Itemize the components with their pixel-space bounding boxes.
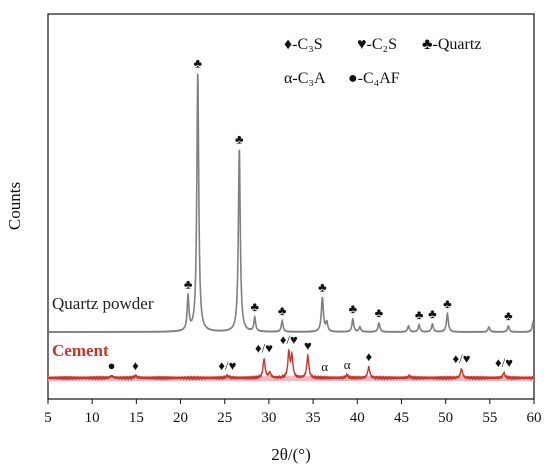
peak-marker: ♣ — [318, 279, 327, 294]
peak-marker: ● — [108, 358, 116, 373]
x-tick-label: 50 — [438, 410, 453, 426]
peak-marker: ♣ — [349, 301, 358, 316]
x-tick-label: 15 — [129, 410, 144, 426]
legend-quartz: ♣-Quartz — [422, 36, 481, 53]
peak-marker: ♦/♥ — [280, 332, 298, 347]
peak-marker: ♣ — [251, 299, 260, 314]
peak-marker: ♦/♥ — [255, 341, 273, 356]
peak-marker: ♦ — [365, 349, 372, 364]
legend-c4af: ●-C₄AF — [348, 70, 400, 87]
peak-marker: ♣ — [375, 305, 384, 320]
peak-marker: ♦/♥ — [495, 355, 513, 370]
x-tick-label: 40 — [350, 410, 365, 426]
plot-frame — [47, 13, 535, 400]
legend-c3a: α-C₃A — [284, 70, 326, 87]
series-label-cement: Cement — [52, 341, 109, 360]
x-tick-label: 35 — [306, 410, 321, 426]
cement-series-line — [48, 348, 534, 381]
peak-marker: ♣ — [504, 308, 513, 323]
peak-marker: ♦ — [132, 358, 139, 373]
x-tick-label: 5 — [44, 410, 52, 426]
x-tick-label: 45 — [394, 410, 409, 426]
x-tick-label: 55 — [482, 410, 497, 426]
series-label-quartz: Quartz powder — [52, 294, 154, 313]
y-axis-label: Counts — [5, 182, 24, 230]
peak-marker: ♣ — [278, 303, 287, 318]
legend-c3s: ♦-C₃S — [284, 36, 323, 53]
x-tick-label: 20 — [173, 410, 188, 426]
peak-marker: ♣ — [428, 306, 437, 321]
x-tick-label: 30 — [261, 410, 276, 426]
cement-band — [48, 376, 534, 381]
peak-marker: ♣ — [184, 276, 193, 291]
peak-marker: α — [321, 359, 328, 374]
peak-marker: ♥ — [304, 338, 312, 353]
peak-marker: ♣ — [443, 296, 452, 311]
peak-marker: ♣ — [415, 307, 424, 322]
peak-marker: ♣ — [194, 55, 203, 70]
peak-marker: ♦/♥ — [218, 358, 236, 373]
x-tick-label: 60 — [527, 410, 542, 426]
legend: ♦-C₃S ♥-C₂S ♣-Quartz α-C₃A ●-C₄AF — [284, 36, 481, 87]
x-tick-label: 10 — [85, 410, 100, 426]
peak-marker: α — [344, 357, 351, 372]
legend-c2s: ♥-C₂S — [357, 36, 397, 53]
x-tick-label: 25 — [217, 410, 232, 426]
peak-marker: ♦/♥ — [453, 351, 471, 366]
quartz-series-line — [48, 72, 534, 334]
peak-marker: ♣ — [235, 132, 244, 147]
x-axis-label: 2θ/(°) — [271, 445, 311, 464]
